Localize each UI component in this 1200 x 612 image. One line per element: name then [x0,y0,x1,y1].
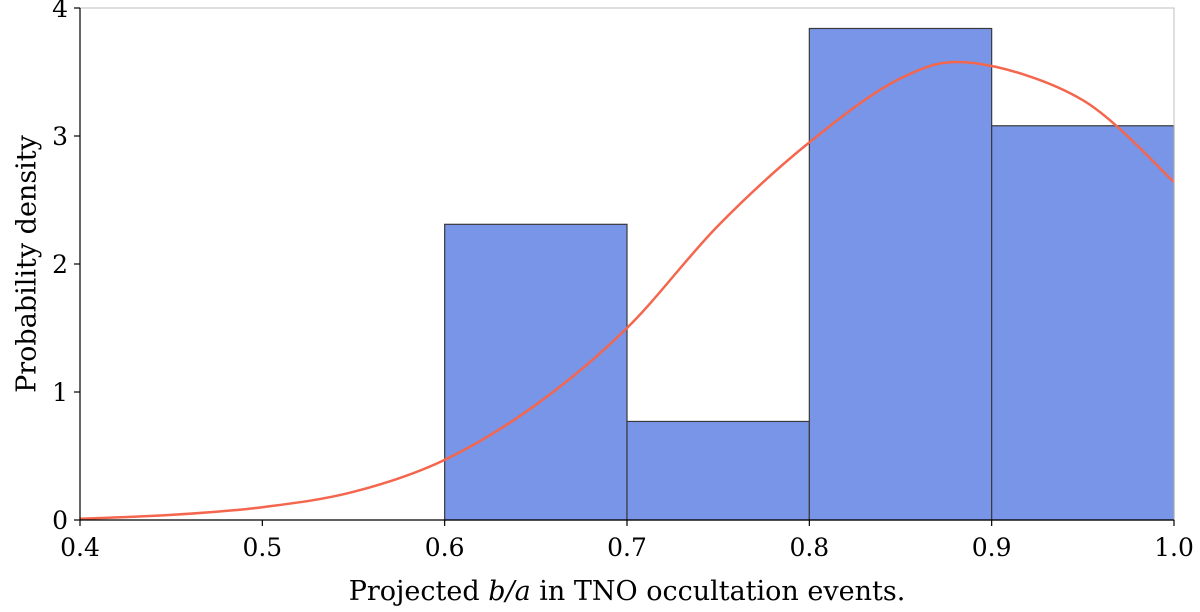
y-axis-label: Probability density [11,134,42,393]
y-tick-label: 3 [52,122,68,151]
x-tick-label: 0.8 [789,533,829,562]
x-axis-label-part: b/a [488,576,530,607]
y-axis-ticks: 0 1 2 3 4 [52,0,80,535]
y-tick-label: 2 [52,250,68,279]
x-axis-label-part: in TNO occultation events. [531,576,906,607]
x-tick-label: 0.7 [607,533,647,562]
x-axis-label: Projected b/a in TNO occultation events. [349,576,906,607]
x-axis-label-part: Projected [349,576,489,607]
fit-curve-line [79,60,1175,520]
x-tick-label: 1.0 [1154,533,1194,562]
x-tick-label: 0.5 [242,533,282,562]
histogram-bar [991,125,1175,521]
y-tick-label: 0 [52,506,68,535]
histogram-bar [808,27,993,521]
x-tick-label: 0.6 [425,533,465,562]
x-axis-ticks: 0.4 0.5 0.6 0.7 0.8 0.9 1.0 [60,520,1194,562]
x-tick-label: 0.4 [60,533,100,562]
histogram-bar [626,420,810,521]
x-tick-label: 0.9 [972,533,1012,562]
histogram-bars [444,27,1175,521]
y-tick-label: 1 [52,378,68,407]
histogram-bar [444,223,628,521]
y-tick-label: 4 [52,0,68,23]
